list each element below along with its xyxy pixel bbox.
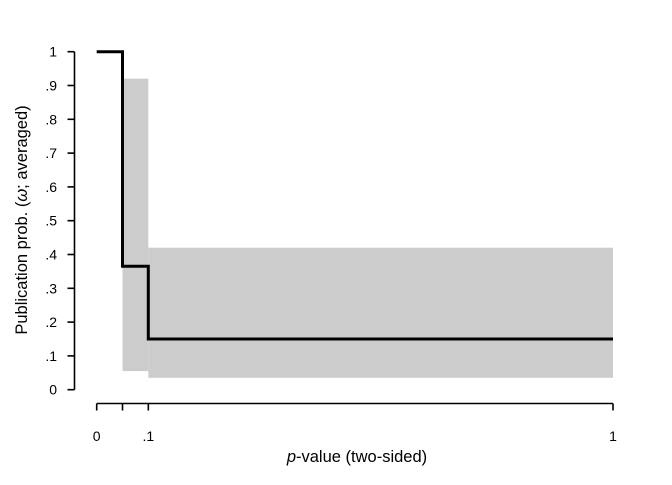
y-tick-label: .1 — [45, 348, 57, 364]
x-tick-label: 0 — [93, 428, 101, 444]
y-tick-label: 0 — [49, 382, 57, 398]
y-tick-label: .7 — [45, 145, 57, 161]
y-tick-label: .6 — [45, 179, 57, 195]
x-axis-label: p-value (two-sided) — [286, 448, 427, 466]
confidence-band — [122, 78, 149, 372]
x-tick-label: .1 — [142, 428, 154, 444]
y-tick-label: .9 — [45, 78, 57, 94]
confidence-band — [148, 247, 614, 378]
step-line — [96, 50, 613, 341]
y-tick-label: .4 — [45, 247, 57, 263]
y-tick-label: .2 — [45, 314, 57, 330]
y-tick-label: 1 — [49, 44, 57, 60]
x-tick-label: 1 — [609, 428, 617, 444]
y-tick-label: .5 — [45, 213, 57, 229]
y-tick-label: .8 — [45, 111, 57, 127]
y-axis-label: Publication prob. (ω; averaged) — [13, 105, 31, 334]
y-tick-label: .3 — [45, 280, 57, 296]
